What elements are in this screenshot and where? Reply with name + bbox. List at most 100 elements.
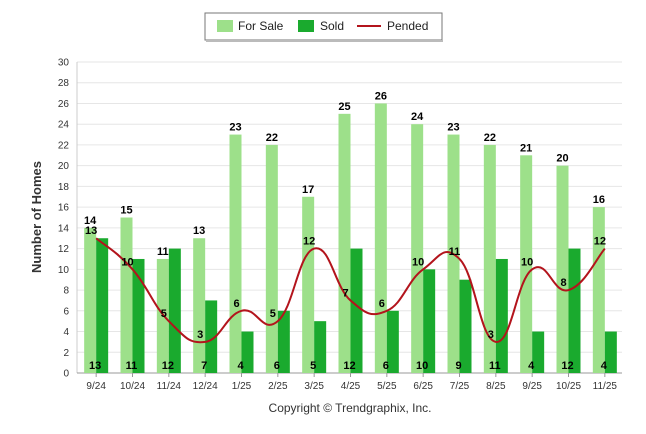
x-tick-label: 8/25 [486,381,506,392]
x-tick-label: 2/25 [268,381,288,392]
y-tick-label: 8 [63,286,69,297]
data-label-pended: 5 [270,308,276,320]
data-label-pended: 12 [594,236,606,248]
data-label-sold: 6 [274,360,280,372]
x-tick-label: 12/24 [193,381,218,392]
data-label-pended: 8 [560,277,566,289]
data-label-pended: 7 [342,287,348,299]
y-tick-label: 14 [58,223,70,234]
data-label-pended: 6 [379,298,385,310]
bar-for-sale [156,258,169,373]
data-label-for-sale: 22 [484,132,496,144]
data-label-for-sale: 14 [84,215,97,227]
legend: For Sale Sold Pended [204,12,443,42]
y-tick-label: 20 [58,161,70,172]
legend-swatch-sold [298,20,314,32]
bar-sold [568,248,581,373]
y-tick-label: 24 [58,120,70,131]
bar-sold [495,258,508,373]
data-label-for-sale: 23 [229,122,241,134]
legend-label-for-sale: For Sale [238,19,284,33]
data-label-sold: 12 [561,360,573,372]
bar-for-sale [302,196,315,373]
bar-for-sale [374,103,387,373]
bar-sold [314,321,327,373]
bar-for-sale [120,217,133,373]
bar-for-sale [265,144,278,373]
data-label-pended: 13 [85,225,97,237]
data-label-pended: 10 [412,256,424,268]
data-label-sold: 11 [489,360,501,372]
x-tick-label: 9/24 [86,381,106,392]
x-tick-label: 5/25 [377,381,397,392]
bar-sold [386,310,399,373]
y-tick-label: 26 [58,99,70,110]
bar-sold [423,269,436,373]
y-tick-label: 16 [58,203,70,214]
bar-for-sale [592,207,605,373]
x-tick-label: 3/25 [304,381,324,392]
bar-sold [168,248,181,373]
data-label-for-sale: 13 [193,225,205,237]
legend-label-pended: Pended [387,19,428,33]
data-label-sold: 13 [89,360,101,372]
bar-for-sale [338,113,351,373]
x-tick-label: 4/25 [341,381,361,392]
data-label-sold: 4 [237,360,244,372]
data-label-sold: 12 [343,360,355,372]
data-label-for-sale: 22 [266,132,278,144]
data-label-pended: 11 [449,246,461,258]
data-label-sold: 7 [201,360,207,372]
data-label-pended: 3 [197,329,203,341]
y-tick-label: 28 [58,78,70,89]
bar-for-sale [483,144,496,373]
data-label-pended: 12 [303,236,315,248]
data-label-for-sale: 20 [556,153,568,165]
y-tick-label: 6 [63,306,69,317]
bar-sold [532,331,545,373]
y-tick-label: 18 [58,182,70,193]
data-label-sold: 9 [455,360,461,372]
legend-box [204,12,443,41]
x-tick-label: 1/25 [232,381,252,392]
copyright-text: Copyright © Trendgraphix, Inc. [269,401,432,415]
data-label-for-sale: 25 [338,101,350,113]
bar-sold [132,258,145,373]
bar-for-sale [520,155,533,373]
data-label-sold: 12 [162,360,174,372]
pended-line [95,237,606,344]
x-axis-ticks: 9/24 10/24 11/24 12/24 1/25 2/25 3/25 4/25 5/25 6… [86,373,617,392]
y-tick-label: 30 [58,58,70,69]
bar-sold [241,331,254,373]
data-label-for-sale: 11 [157,246,169,258]
legend-swatch-for-sale [217,20,233,32]
bar-for-sale [193,238,206,373]
bars [84,103,617,373]
data-labels: 1413151111121372342261752512266241023922… [84,90,608,372]
bar-sold [350,248,363,373]
bar-sold [96,238,109,373]
x-tick-label: 11/24 [157,381,182,392]
pended-line-group [95,237,606,344]
data-label-sold: 5 [310,360,316,372]
data-label-for-sale: 24 [411,111,424,123]
data-label-for-sale: 15 [120,205,132,217]
data-label-pended: 10 [121,256,133,268]
data-label-for-sale: 26 [375,90,387,102]
bar-sold [459,279,472,373]
x-tick-label: 10/24 [120,381,145,392]
data-label-sold: 11 [126,360,138,372]
bar-sold [604,331,617,373]
data-label-pended: 6 [233,298,239,310]
x-tick-label: 9/25 [522,381,542,392]
x-tick-label: 7/25 [450,381,470,392]
legend-label-sold: Sold [320,19,344,33]
x-tick-label: 10/25 [556,381,581,392]
bar-sold [277,310,290,373]
data-label-pended: 10 [521,256,533,268]
bar-sold [205,300,218,373]
data-label-for-sale: 23 [447,122,459,134]
data-label-pended: 3 [488,329,494,341]
